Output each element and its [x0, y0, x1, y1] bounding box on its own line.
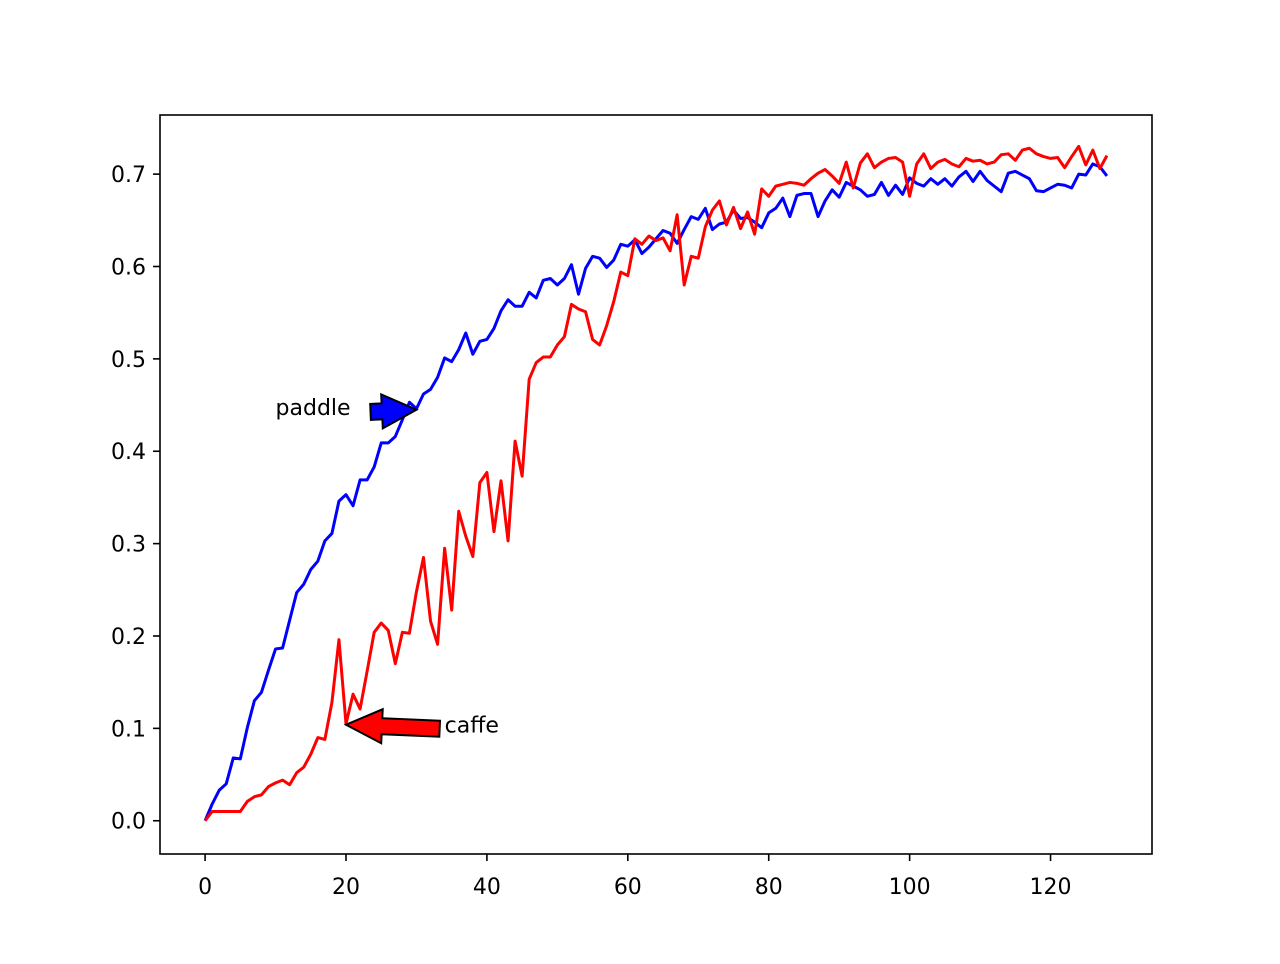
- x-tick-label: 100: [889, 875, 931, 900]
- y-tick-label: 0.7: [111, 163, 146, 188]
- x-tick-label: 60: [614, 875, 642, 900]
- x-tick-label: 80: [755, 875, 783, 900]
- series-layer: [203, 144, 1109, 822]
- y-tick-label: 0.2: [111, 625, 146, 650]
- x-axis: 0 20 40 60 80 100 120: [198, 854, 1072, 900]
- series-line-paddle: [203, 162, 1109, 822]
- plot-area: [160, 115, 1152, 854]
- annotation-label-caffe: caffe: [445, 714, 499, 739]
- x-tick-label: 40: [473, 875, 501, 900]
- annotation-layer: paddle caffe: [276, 392, 499, 745]
- y-tick-label: 0.4: [111, 440, 146, 465]
- y-tick-label: 0.3: [111, 533, 146, 558]
- series-line-caffe: [203, 144, 1109, 822]
- x-tick-label: 20: [332, 875, 360, 900]
- y-tick-label: 0.1: [111, 717, 146, 742]
- plot-frame: [159, 114, 1153, 855]
- annotation-arrow-caffe: [343, 707, 442, 745]
- x-tick-label: 120: [1030, 875, 1072, 900]
- y-tick-label: 0.6: [111, 255, 146, 280]
- y-axis: 0.0 0.1 0.2 0.3 0.4 0.5 0.6 0.7: [111, 163, 160, 835]
- annotation-arrow-paddle: [369, 392, 419, 430]
- y-tick-label: 0.5: [111, 348, 146, 373]
- y-tick-label: 0.0: [111, 810, 146, 835]
- annotation-label-paddle: paddle: [276, 396, 351, 421]
- x-tick-label: 0: [198, 875, 212, 900]
